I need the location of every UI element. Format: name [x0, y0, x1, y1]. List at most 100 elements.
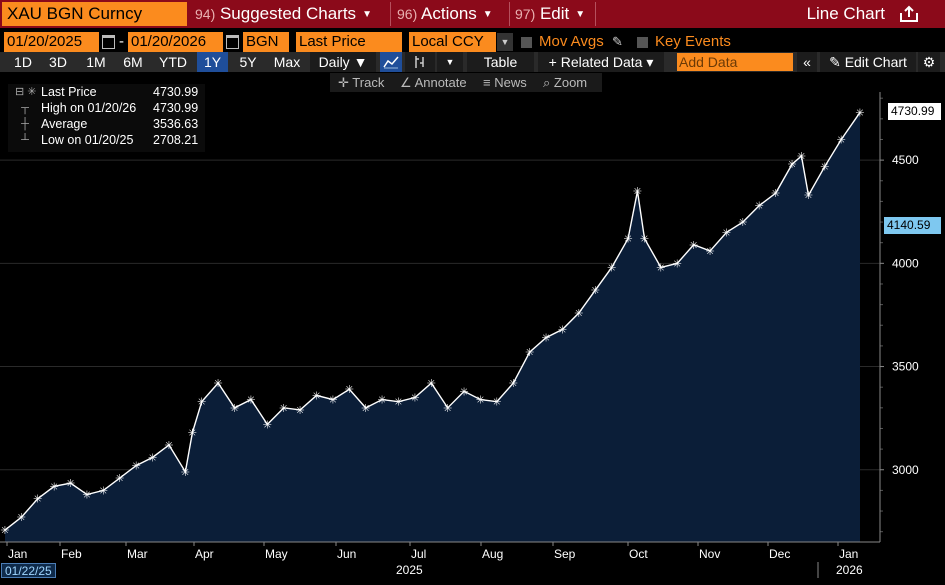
- price-point: ✳: [771, 187, 780, 200]
- pencil-icon[interactable]: ✎: [612, 34, 623, 49]
- start-date-field[interactable]: 01/20/2025: [4, 32, 99, 52]
- related-data-button[interactable]: + Related Data ▾: [538, 52, 664, 72]
- legend-label: High on 01/20/26: [41, 101, 137, 115]
- legend-label: Last Price: [41, 85, 97, 99]
- price-point: ✳: [607, 261, 616, 274]
- legend-value: 3536.63: [153, 117, 199, 131]
- edit-menu[interactable]: 97) Edit ▼: [515, 2, 585, 26]
- menu-number: 94): [195, 6, 216, 22]
- range-3d[interactable]: 3D: [49, 54, 67, 70]
- chart-tools-bar: ✛ Track ∠ Annotate ≡ News ⌕ Zoom: [330, 73, 602, 92]
- news-tool[interactable]: ≡ News: [483, 73, 527, 92]
- price-point: ✳: [476, 394, 485, 407]
- legend-value: 4730.99: [153, 101, 199, 115]
- title-bar: XAU BGN Curncy 94) Suggested Charts ▼ 96)…: [0, 0, 945, 28]
- average-tag: 4140.59: [884, 217, 941, 234]
- calendar-icon[interactable]: [226, 35, 239, 49]
- x-tick-label: Feb: [61, 547, 82, 561]
- key-events-label[interactable]: Key Events: [655, 33, 731, 50]
- x-tick-label: Sep: [554, 547, 576, 561]
- price-point: ✳: [345, 383, 354, 396]
- price-point: ✳: [50, 480, 59, 493]
- x-tick-label: Jun: [337, 547, 356, 561]
- chart-legend: ⊟ ✳ Last Price 4730.99 ┬ High on 01/20/2…: [8, 84, 205, 152]
- chart-type-label[interactable]: Line Chart: [806, 4, 885, 23]
- key-events-checkbox[interactable]: [637, 37, 648, 48]
- frequency-dropdown[interactable]: Daily ▼: [310, 52, 376, 72]
- series-marker-icon: ⊟ ✳: [15, 86, 37, 98]
- end-date-field[interactable]: 01/20/2026: [128, 32, 223, 52]
- price-point: ✳: [820, 160, 829, 173]
- pencil-icon: ✎: [829, 54, 841, 70]
- price-point: ✳: [492, 396, 501, 409]
- legend-last-row: ⊟ ✳ Last Price 4730.99: [8, 84, 205, 100]
- candlestick-icon[interactable]: [405, 52, 435, 72]
- price-point: ✳: [722, 226, 731, 239]
- price-field[interactable]: Last Price: [296, 32, 402, 52]
- price-point: ✳: [804, 189, 813, 202]
- price-chart[interactable]: 3000 3500 4000 4500 ✳ ✳ ✳ ✳ ✳ ✳ ✳ ✳ ✳ ✳ ✳ ✳ ✳ ✳ ✳ ✳ ✳ ✳ ✳ ✳ ✳ ✳ ✳ ✳…: [0, 92, 945, 585]
- collapse-icon[interactable]: «: [797, 52, 817, 72]
- price-point: ✳: [443, 402, 452, 415]
- range-6m[interactable]: 6M: [123, 54, 143, 70]
- edit-chart-button[interactable]: ✎ Edit Chart: [820, 52, 916, 72]
- menu-label: Edit: [539, 4, 570, 23]
- price-point: ✳: [623, 233, 632, 246]
- average-marker-icon: ┼: [15, 118, 29, 130]
- range-ytd[interactable]: YTD: [159, 54, 187, 70]
- price-point: ✳: [591, 284, 600, 297]
- price-point: ✳: [705, 245, 714, 258]
- menu-label: Actions: [421, 4, 477, 23]
- mov-avgs-checkbox[interactable]: [521, 37, 532, 48]
- calendar-icon[interactable]: [102, 35, 115, 49]
- x-tick-label: Jan: [8, 547, 27, 561]
- legend-low-row: ┴ Low on 01/20/25 2708.21: [8, 132, 205, 148]
- magnifier-icon: ⌕: [543, 75, 551, 90]
- annotate-tool[interactable]: ∠ Annotate: [400, 73, 467, 92]
- export-icon[interactable]: [899, 5, 919, 23]
- chevron-down-icon[interactable]: ▼: [497, 33, 513, 51]
- price-point: ✳: [837, 133, 846, 146]
- price-point: ✳: [263, 418, 272, 431]
- range-5y[interactable]: 5Y: [239, 54, 257, 70]
- range-1d[interactable]: 1D: [14, 54, 32, 70]
- range-max[interactable]: Max: [273, 54, 301, 70]
- price-point: ✳: [0, 524, 9, 537]
- chevron-down-icon[interactable]: ▼: [437, 52, 463, 72]
- price-point: ✳: [361, 402, 370, 415]
- gear-icon[interactable]: ⚙: [918, 52, 940, 72]
- menu-number: 96): [397, 6, 418, 22]
- price-point: ✳: [312, 389, 321, 402]
- price-point: ✳: [640, 233, 649, 246]
- price-point: ✳: [460, 385, 469, 398]
- ticker-field[interactable]: XAU BGN Curncy: [2, 2, 187, 26]
- price-point: ✳: [574, 307, 583, 320]
- line-chart-icon[interactable]: [380, 52, 402, 72]
- range-1m[interactable]: 1M: [86, 54, 106, 70]
- currency-field[interactable]: Local CCY: [409, 32, 496, 52]
- price-point: ✳: [188, 427, 197, 440]
- range-1y[interactable]: 1Y: [197, 52, 228, 72]
- suggested-charts-menu[interactable]: 94) Suggested Charts ▼: [195, 2, 372, 26]
- crosshair-icon: ✛: [338, 75, 349, 90]
- source-field[interactable]: BGN: [243, 32, 289, 52]
- price-point: ✳: [558, 323, 567, 336]
- table-button[interactable]: Table: [467, 52, 534, 72]
- mov-avgs-label[interactable]: Mov Avgs: [539, 33, 604, 50]
- price-point: ✳: [279, 402, 288, 415]
- add-data-input[interactable]: Add Data: [677, 53, 793, 71]
- price-point: ✳: [99, 484, 108, 497]
- track-tool[interactable]: ✛ Track: [338, 73, 384, 92]
- legend-label: Average: [41, 117, 88, 131]
- x-tick-label: Jul: [411, 547, 426, 561]
- actions-menu[interactable]: 96) Actions ▼: [397, 2, 493, 26]
- zoom-tool[interactable]: ⌕ Zoom: [543, 73, 587, 92]
- price-point: ✳: [855, 106, 864, 119]
- x-tick-label: Nov: [699, 547, 720, 561]
- y-tick-label: 4000: [892, 256, 919, 270]
- x-tick-label: Jan: [839, 547, 858, 561]
- price-point: ✳: [755, 200, 764, 213]
- menu-label: Suggested Charts: [219, 4, 357, 23]
- legend-high-row: ┬ High on 01/20/26 4730.99: [8, 100, 205, 116]
- x-tick-label: Aug: [482, 547, 503, 561]
